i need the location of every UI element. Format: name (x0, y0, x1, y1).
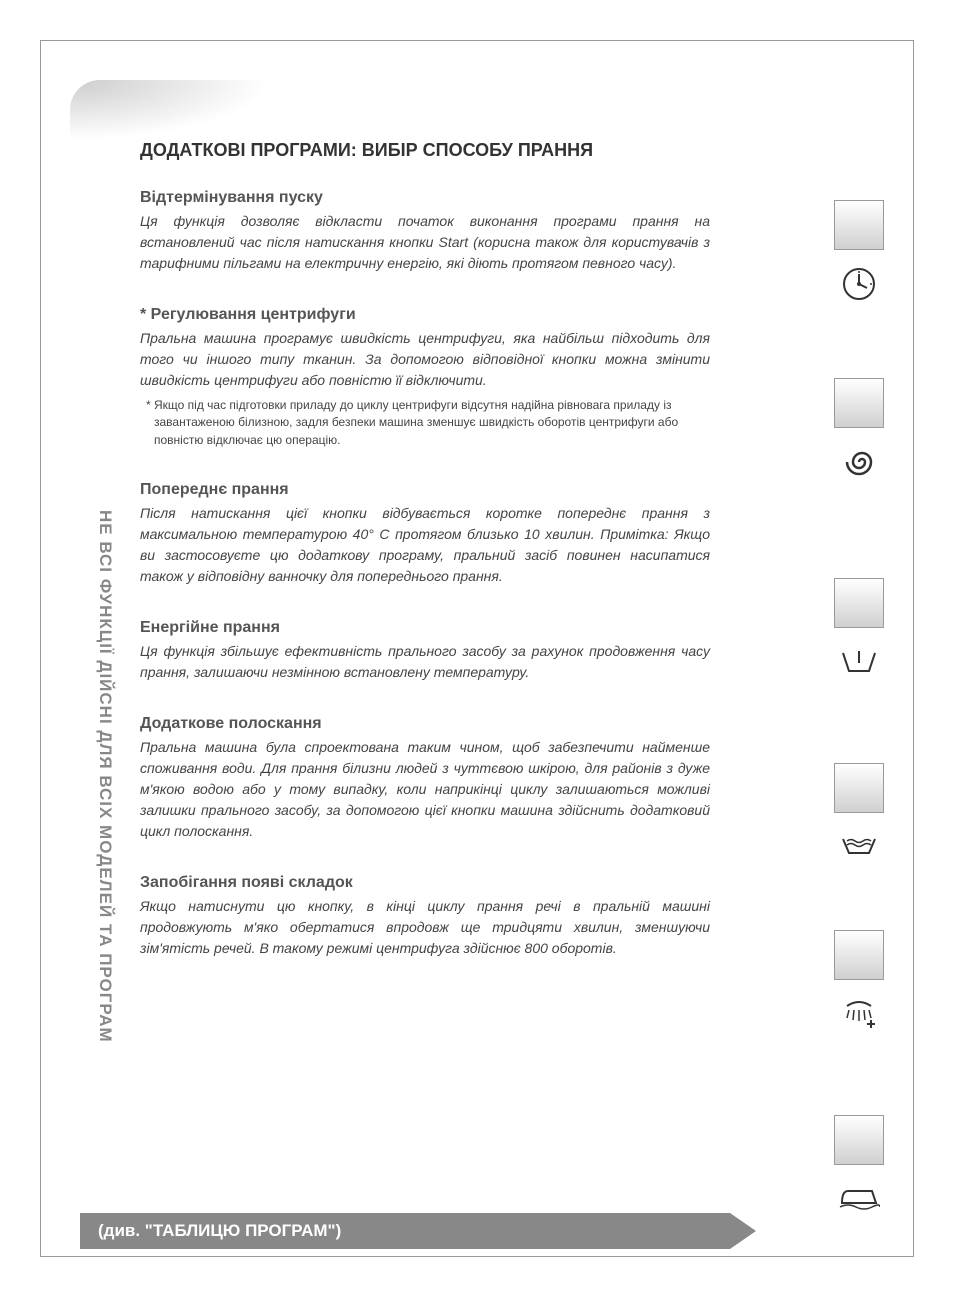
icon-group-delay (834, 200, 884, 346)
spiral-icon (834, 442, 884, 482)
section-crease-guard: Запобігання появі складок Якщо натиснути… (140, 874, 710, 959)
section-text: Якщо натиснути цю кнопку, в кінці циклу … (140, 896, 710, 959)
footer-text: (див. "ТАБЛИЦЮ ПРОГРАМ") (98, 1221, 341, 1241)
icon-group-rinse (834, 930, 884, 1076)
section-spin-control: * Регулювання центрифуги Пральна машина … (140, 306, 710, 449)
section-delay-start: Відтермінування пуску Ця функція дозволя… (140, 189, 710, 274)
icon-button-box (834, 578, 884, 628)
basin-icon (834, 642, 884, 682)
main-content: ДОДАТКОВІ ПРОГРАМИ: ВИБІР СПОСОБУ ПРАННЯ… (140, 140, 710, 991)
section-text: Ця функція збільшує ефективність прально… (140, 641, 710, 683)
icon-group-spin (834, 378, 884, 524)
section-extra-rinse: Додаткове полоскання Пральна машина була… (140, 715, 710, 842)
icon-group-crease (834, 1115, 884, 1261)
icon-button-box (834, 930, 884, 980)
section-intensive-wash: Енергійне прання Ця функція збільшує ефе… (140, 619, 710, 683)
section-title: * Регулювання центрифуги (140, 306, 710, 324)
shower-icon (834, 994, 884, 1034)
sidebar-vertical-note: НЕ ВСІ ФУНКЦІЇ ДІЙСНІ ДЛЯ ВСІХ МОДЕЛЕЙ Т… (95, 510, 115, 1043)
footer-arrow-icon (730, 1213, 756, 1249)
section-title: Попереднє прання (140, 481, 710, 499)
icon-group-prewash (834, 578, 884, 724)
footer-reference-bar: (див. "ТАБЛИЦЮ ПРОГРАМ") (80, 1213, 730, 1249)
decorative-gradient (70, 80, 270, 140)
clock-icon (834, 264, 884, 304)
section-title: Запобігання появі складок (140, 874, 710, 892)
icon-button-box (834, 378, 884, 428)
section-title: Додаткове полоскання (140, 715, 710, 733)
waves-icon (834, 827, 884, 867)
section-text: Після натискання цієї кнопки відбуваєтьс… (140, 503, 710, 587)
section-prewash: Попереднє прання Після натискання цієї к… (140, 481, 710, 587)
section-text: Пральна машина була спроектована таким ч… (140, 737, 710, 842)
section-text: Пральна машина програмує швидкість центр… (140, 328, 710, 391)
page-title: ДОДАТКОВІ ПРОГРАМИ: ВИБІР СПОСОБУ ПРАННЯ (140, 140, 710, 161)
icon-group-intensive (834, 763, 884, 909)
icon-button-box (834, 763, 884, 813)
iron-icon (834, 1179, 884, 1219)
section-text: Ця функція дозволяє відкласти початок ви… (140, 211, 710, 274)
section-note: * Якщо під час підготовки приладу до цик… (140, 397, 710, 449)
icon-button-box (834, 200, 884, 250)
section-title: Відтермінування пуску (140, 189, 710, 207)
icon-button-box (834, 1115, 884, 1165)
section-title: Енергійне прання (140, 619, 710, 637)
